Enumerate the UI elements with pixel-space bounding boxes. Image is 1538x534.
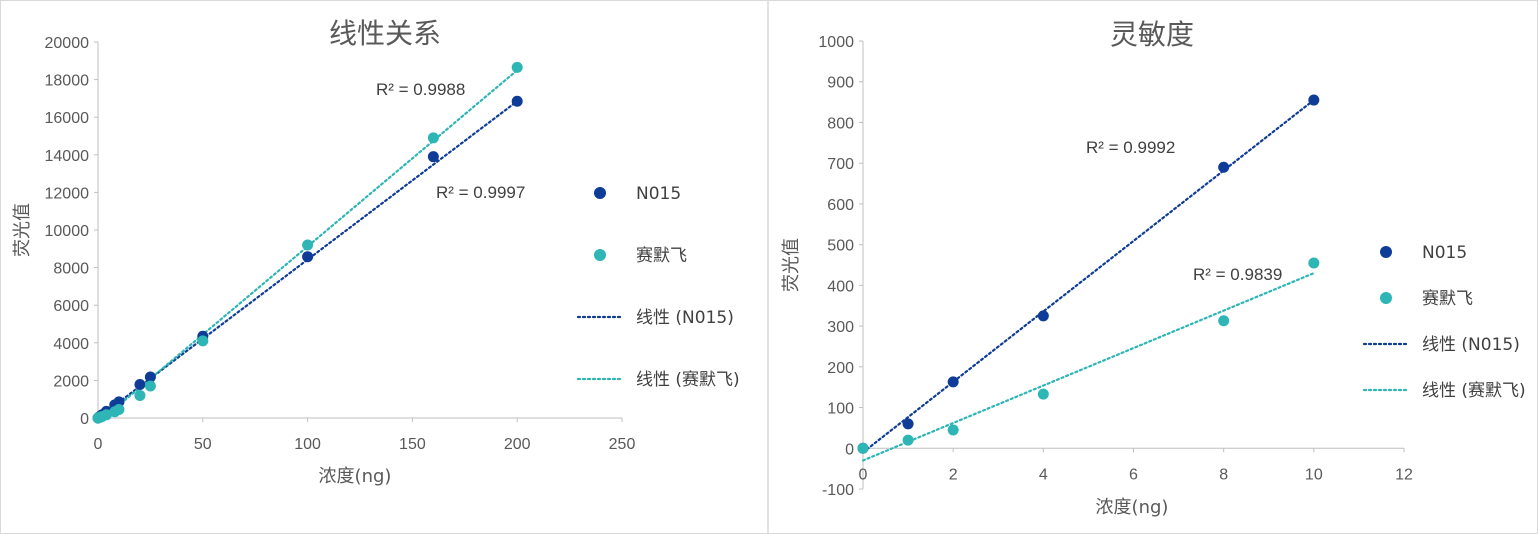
x-tick-label: 200 <box>504 436 531 453</box>
x-tick-label: 12 <box>1395 466 1413 483</box>
legend-marker <box>1380 292 1392 304</box>
y-tick-label: 4000 <box>53 336 89 353</box>
data-point-thermo <box>302 239 314 251</box>
data-point-n015 <box>113 396 125 408</box>
r-squared-label: R² = 0.9988 <box>376 80 465 99</box>
y-tick-label: 16000 <box>45 110 90 127</box>
r-squared-label: R² = 0.9992 <box>1086 138 1175 157</box>
y-tick-label: 10000 <box>45 223 90 240</box>
data-point-thermo <box>197 335 209 347</box>
y-tick-label: 600 <box>827 197 854 214</box>
legend-label: N015 <box>636 184 681 204</box>
legend-label: 线性 (赛默飞) <box>636 369 740 390</box>
data-point-n015 <box>1308 94 1320 106</box>
x-tick-label: 0 <box>859 466 868 483</box>
data-point-n015 <box>511 95 523 107</box>
y-tick-label: 18000 <box>45 73 90 90</box>
legend-label: 赛默飞 <box>636 245 687 266</box>
y-tick-label: 900 <box>827 75 854 92</box>
x-tick-label: 8 <box>1219 466 1228 483</box>
y-tick-label: 0 <box>845 441 854 458</box>
data-point-n015 <box>427 151 439 163</box>
data-point-thermo <box>144 380 156 392</box>
y-tick-label: 1000 <box>818 34 854 51</box>
legend-marker <box>594 249 606 261</box>
legend-label: 线性 (赛默飞) <box>1422 380 1526 401</box>
y-tick-label: 12000 <box>45 185 90 202</box>
data-point-thermo <box>1308 257 1320 269</box>
data-point-thermo <box>427 132 439 144</box>
y-tick-label: 500 <box>827 238 854 255</box>
data-point-thermo <box>511 61 523 73</box>
chart-title: 灵敏度 <box>1110 18 1194 51</box>
trendline-thermo <box>861 272 1315 462</box>
x-axis-title: 浓度(ng) <box>1096 497 1169 518</box>
y-tick-label: 100 <box>827 401 854 418</box>
chart-panel-1: 0200040006000800010000120001400016000180… <box>12 17 740 487</box>
data-point-thermo <box>947 424 959 436</box>
data-point-n015 <box>947 376 959 388</box>
y-tick-label: 200 <box>827 360 854 377</box>
x-tick-label: 6 <box>1129 466 1138 483</box>
data-point-n015 <box>144 371 156 383</box>
r-squared-label: R² = 0.9997 <box>436 183 525 202</box>
y-tick-label: 300 <box>827 319 854 336</box>
x-tick-label: 4 <box>1039 466 1048 483</box>
data-point-n015 <box>1037 310 1049 322</box>
x-tick-label: 250 <box>609 436 636 453</box>
x-tick-label: 10 <box>1305 466 1323 483</box>
legend-marker <box>594 187 606 199</box>
y-tick-label: 14000 <box>45 148 90 165</box>
y-tick-label: 20000 <box>45 35 90 52</box>
data-point-thermo <box>113 404 125 416</box>
x-tick-label: 50 <box>194 436 212 453</box>
trendline-thermo <box>96 69 519 424</box>
data-point-thermo <box>134 389 146 401</box>
y-tick-label: -100 <box>822 482 854 499</box>
y-tick-label: 6000 <box>53 298 89 315</box>
x-tick-label: 0 <box>94 436 103 453</box>
data-point-thermo <box>1218 315 1230 327</box>
legend-label: 线性 (N015) <box>636 308 734 328</box>
legend-label: N015 <box>1422 243 1467 263</box>
legend-label: 线性 (N015) <box>1422 335 1520 355</box>
x-tick-label: 100 <box>294 436 321 453</box>
x-axis-title: 浓度(ng) <box>319 466 392 487</box>
x-tick-label: 2 <box>949 466 958 483</box>
y-tick-label: 800 <box>827 115 854 132</box>
y-tick-label: 2000 <box>53 373 89 390</box>
data-point-n015 <box>1218 161 1230 173</box>
data-point-n015 <box>302 251 314 263</box>
y-tick-label: 700 <box>827 156 854 173</box>
data-point-thermo <box>902 434 914 446</box>
data-point-n015 <box>134 379 146 391</box>
data-point-thermo <box>857 442 869 454</box>
y-tick-label: 0 <box>80 411 89 428</box>
legend-marker <box>1380 246 1392 258</box>
y-axis-title: 荧光值 <box>781 238 802 292</box>
data-point-n015 <box>902 418 914 430</box>
trendline-n015 <box>861 98 1315 454</box>
data-point-thermo <box>100 409 112 421</box>
chart-title: 线性关系 <box>329 17 441 50</box>
data-point-thermo <box>1037 388 1049 400</box>
r-squared-label: R² = 0.9839 <box>1193 265 1282 284</box>
legend-label: 赛默飞 <box>1422 288 1473 309</box>
x-tick-label: 150 <box>399 436 426 453</box>
y-tick-label: 400 <box>827 278 854 295</box>
y-tick-label: 8000 <box>53 261 89 278</box>
chart-panel-2: -100 0 100 200 300 400 500 600 700 800 900 1000 0 2 4 6… <box>781 18 1526 518</box>
y-axis-title: 荧光值 <box>12 203 33 257</box>
